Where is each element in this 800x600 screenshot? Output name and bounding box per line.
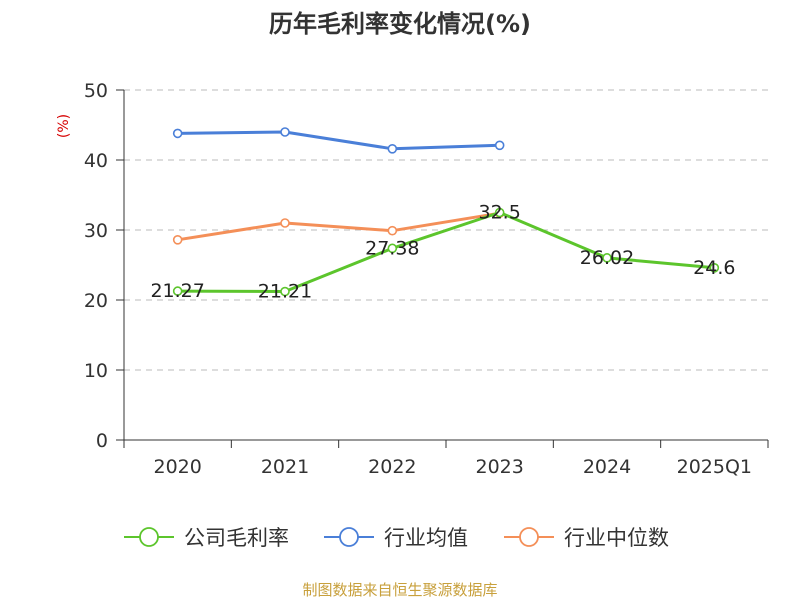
legend-marker-公司毛利率: [139, 527, 159, 547]
x-tick-label-2024: 2024: [583, 456, 631, 478]
series-line-行业中位数: [177, 211, 500, 242]
y-tick-label-20: 20: [84, 290, 108, 312]
point-公司毛利率-2025Q1: [709, 262, 720, 273]
legend-marker-行业均值: [339, 527, 359, 547]
point-公司毛利率-2021: [280, 286, 290, 297]
legend-label-行业中位数: 行业中位数: [564, 526, 669, 550]
chart-title: 历年毛利率变化情况(%): [269, 10, 531, 38]
point-行业均值-2021: [280, 127, 290, 137]
y-tick-label-10: 10: [84, 360, 108, 382]
point-行业均值-2022: [387, 144, 398, 154]
legend-item-行业均值[interactable]: 行业均值: [324, 526, 468, 550]
data-label-2022: 27.38: [365, 237, 419, 259]
y-axis-unit: (%): [56, 114, 72, 138]
point-行业中位数-2021: [280, 218, 290, 228]
data-label-2025Q1: 24.6: [693, 257, 735, 279]
legend-item-行业中位数[interactable]: 行业中位数: [504, 526, 669, 550]
point-公司毛利率-2022: [387, 243, 398, 254]
series-layer: [172, 127, 720, 297]
point-行业均值-2020: [172, 128, 183, 139]
x-tick-label-2021: 2021: [261, 456, 309, 478]
data-labels: 21.27 21.21 27.38 32.5 26.02 24.6: [150, 202, 735, 303]
data-label-2024: 26.02: [580, 247, 634, 269]
point-公司毛利率-2024: [602, 253, 612, 263]
point-公司毛利率-2023: [494, 207, 505, 218]
legend-item-公司毛利率[interactable]: 公司毛利率: [124, 526, 289, 550]
x-tick-label-2022: 2022: [368, 456, 416, 478]
data-label-2020: 21.27: [150, 280, 204, 302]
point-行业中位数-2022: [387, 225, 398, 236]
point-行业中位数-2020: [172, 235, 183, 245]
legend-label-行业均值: 行业均值: [384, 526, 468, 550]
data-label-2023: 32.5: [479, 202, 521, 224]
x-tick-label-2025Q1: 2025Q1: [677, 456, 752, 478]
x-tick-label-2023: 2023: [475, 456, 523, 478]
legend[interactable]: 公司毛利率 行业均值 行业中位数: [124, 526, 669, 550]
y-tick-label-50: 50: [84, 80, 108, 102]
y-tick-label-40: 40: [84, 150, 108, 172]
legend-label-公司毛利率: 公司毛利率: [184, 526, 289, 550]
y-tick-label-0: 0: [96, 430, 108, 452]
source-note: 制图数据来自恒生聚源数据库: [302, 581, 497, 599]
x-tick-label-2020: 2020: [153, 456, 201, 478]
data-label-2021: 21.21: [258, 281, 312, 303]
series-line-公司毛利率: [177, 211, 715, 294]
point-行业均值-2023: [494, 140, 505, 151]
series-line-行业均值: [177, 130, 500, 151]
axes: 0 10 20 30 40 50 2020 2021 2022 2023 2024 2025Q1: [84, 80, 769, 478]
legend-marker-行业中位数: [519, 527, 539, 547]
point-公司毛利率-2020: [172, 286, 183, 296]
y-tick-label-30: 30: [84, 220, 108, 242]
